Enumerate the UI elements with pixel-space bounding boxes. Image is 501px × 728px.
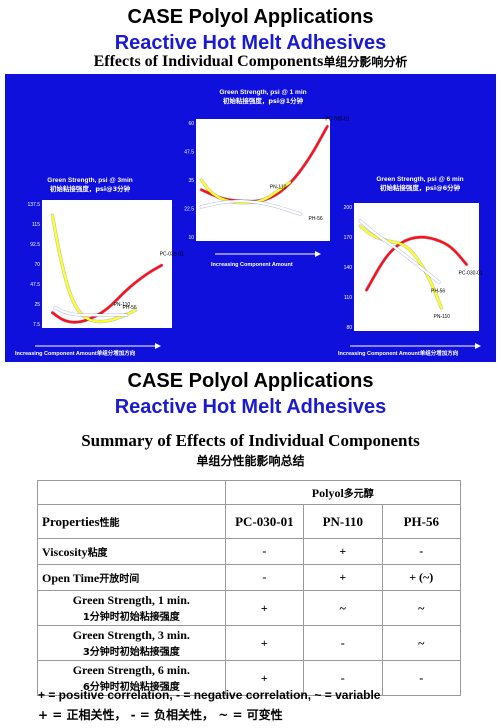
component-effects-charts: Green Strength, psi @ 3min初始粘接强度，psi@3分钟… — [15, 89, 483, 357]
y-tick-label: 60 — [188, 121, 194, 127]
series-line — [359, 219, 441, 284]
y-tick-label: 170 — [344, 235, 353, 241]
table-cell: + — [224, 625, 305, 661]
series-label: PC-030-01 — [325, 116, 349, 122]
table-cell: + (~) — [381, 564, 462, 591]
table-cell: + — [303, 564, 383, 591]
table-cell: + — [224, 590, 305, 626]
table-cell: - — [224, 538, 305, 565]
series-label: PC-030-01 — [459, 270, 483, 276]
y-tick-label: 80 — [346, 325, 352, 331]
table-cell: - — [381, 538, 462, 565]
row-label: Open Time开放时间 — [37, 564, 226, 591]
row-label: Green Strength, 1 min. 1分钟时初始粘接强度 — [37, 590, 226, 626]
y-tick-label: 10 — [188, 235, 194, 241]
table-row: Green Strength, 3 min. 3分钟时初始粘接强度 + - ~ — [37, 625, 462, 661]
chart-title-cn: 初始粘接强度，psi@3分钟 — [50, 184, 131, 193]
legend-english: + = positive correlation, - = negative c… — [38, 688, 381, 702]
chart-title-cn: 初始粘接强度，psi@6分钟 — [380, 183, 461, 192]
y-tick-label: 25 — [34, 302, 40, 308]
summary-table: Polyol多元醇 Properties性能 PC-030-01 PN-110 … — [37, 480, 462, 696]
x-axis-label: Increasing Component Amount单组分增加方向 — [338, 349, 459, 357]
x-axis-label-cn: 单组分增加方向 — [97, 349, 136, 357]
y-tick-label: 47.5 — [184, 150, 194, 156]
series-line — [200, 199, 302, 216]
y-tick-label: 22.5 — [184, 207, 194, 213]
y-tick-label: 70 — [34, 262, 40, 268]
table-row: Green Strength, 1 min. 1分钟时初始粘接强度 + ~ ~ — [37, 590, 462, 626]
polyol-header: Polyol多元醇 — [224, 480, 462, 505]
plot-area — [354, 203, 479, 331]
table-row: Green Strength, 6 min. 6分钟时初始粘接强度 + - - — [37, 660, 462, 696]
table-cell: ~ — [303, 590, 383, 626]
series-label: PH-56 — [431, 288, 445, 294]
table-cell: + — [224, 660, 305, 696]
col-header-pc: PC-030-01 — [224, 504, 305, 539]
table-row: Open Time开放时间 - + + (~) — [37, 564, 462, 591]
plot-area — [42, 200, 172, 328]
series-line — [365, 235, 468, 292]
chart-title: Green Strength, psi @ 1 min — [219, 89, 306, 96]
table-cell: - — [224, 564, 305, 591]
arrow-head — [475, 343, 481, 349]
row-label: Viscosity粘度 — [37, 538, 226, 565]
summary-title: CASE Polyol Applications — [127, 370, 374, 392]
y-tick-label: 115 — [32, 222, 40, 228]
series-line — [359, 224, 443, 310]
x-axis-label: Increasing Component Amount — [211, 262, 293, 268]
table-corner — [37, 480, 226, 505]
y-tick-label: 47.5 — [30, 282, 40, 288]
y-tick-label: 137.5 — [27, 202, 40, 208]
series-line — [200, 178, 291, 204]
arrow-head — [155, 343, 161, 349]
col-header-ph: PH-56 — [381, 504, 462, 539]
y-tick-label: 110 — [344, 295, 352, 301]
chart-title: Green Strength, psi @ 3min — [47, 177, 132, 184]
properties-header: Properties性能 — [37, 504, 226, 539]
x-axis-label: Increasing Component Amount单组分增加方向 — [15, 349, 136, 357]
page-title: CASE Polyol Applications — [127, 6, 374, 28]
table-cell: ~ — [381, 625, 462, 661]
y-tick-label: 200 — [344, 205, 353, 211]
chart-title-cn: 初始粘接强度，psi@1分钟 — [223, 96, 304, 105]
series-label: PC-030-01 — [160, 251, 184, 257]
effects-heading: Effects of Individual Components单组分影响分析 — [93, 53, 408, 70]
col-header-pn: PN-110 — [303, 504, 383, 539]
y-tick-label: 140 — [344, 265, 353, 271]
row-label: Green Strength, 6 min. 6分钟时初始粘接强度 — [37, 660, 226, 696]
y-tick-label: 35 — [188, 178, 194, 184]
summary-subtitle: Reactive Hot Melt Adhesives — [114, 396, 387, 418]
series-label: PN-110 — [434, 314, 451, 320]
series-label: PN-110 — [114, 302, 131, 308]
series-label: PN-110 — [270, 184, 287, 190]
table-cell: ~ — [381, 590, 462, 626]
legend-chinese: + = 正相关性， - = 负相关性， ~ = 可变性 — [38, 708, 283, 722]
summary-heading: Summary of Effects of Individual Compone… — [81, 431, 420, 450]
table-cell: - — [303, 660, 383, 696]
row-label: Green Strength, 3 min. 3分钟时初始粘接强度 — [37, 625, 226, 661]
table-cell: - — [303, 625, 383, 661]
y-tick-label: 92.5 — [30, 242, 40, 248]
summary-heading-cn: 单组分性能影响总结 — [196, 454, 305, 468]
arrow-head — [315, 251, 321, 257]
series-line — [53, 306, 128, 317]
plot-area — [196, 119, 330, 241]
table-cell: + — [303, 538, 383, 565]
table-cell: - — [381, 660, 462, 696]
series-label: PH-56 — [309, 216, 323, 222]
charts-panel: Green Strength, psi @ 3min 初始粘接强度，psi@3分钟… — [5, 74, 496, 362]
page-subtitle: Reactive Hot Melt Adhesives — [114, 32, 387, 54]
x-axis-label-cn: 单组分增加方向 — [420, 349, 459, 357]
table-row: Viscosity粘度 - + - — [37, 538, 462, 565]
chart-title: Green Strength, psi @ 6 min — [376, 176, 463, 183]
series-label: PH-56 — [123, 305, 137, 311]
y-tick-label: 7.5 — [33, 322, 40, 328]
